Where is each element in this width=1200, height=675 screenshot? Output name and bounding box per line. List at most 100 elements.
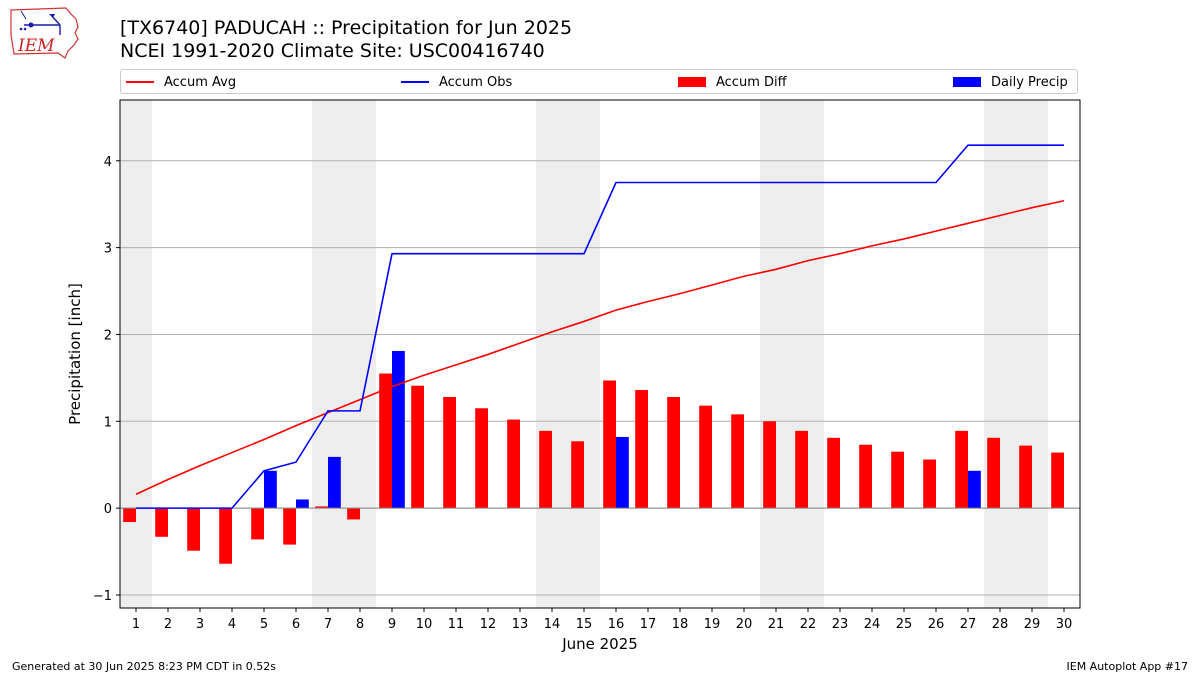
footer-app-text: IEM Autoplot App #17 <box>1066 660 1189 673</box>
x-tick-label: 17 <box>640 617 657 632</box>
x-tick-label: 18 <box>672 617 689 632</box>
x-tick-label: 13 <box>512 617 529 632</box>
x-tick-label: 14 <box>544 617 561 632</box>
x-tick-label: 6 <box>292 617 300 632</box>
x-tick-label: 26 <box>928 617 945 632</box>
y-tick-label: 3 <box>104 242 112 257</box>
legend-label: Accum Diff <box>716 74 787 90</box>
daily-precip-bar <box>328 456 341 509</box>
iem-logo: IEM <box>10 7 79 59</box>
accum-diff-bar <box>1051 452 1064 509</box>
x-tick-label: 21 <box>768 617 785 632</box>
x-tick-label: 2 <box>164 617 172 632</box>
legend-item-daily-precip: Daily Precip <box>953 73 1068 91</box>
daily-precip-bar <box>296 499 309 509</box>
legend-swatch <box>401 81 429 83</box>
legend-label: Accum Obs <box>439 74 513 90</box>
y-tick-label: −1 <box>93 589 112 604</box>
iowa-state-outline <box>10 7 79 59</box>
accum-diff-bar <box>411 385 424 509</box>
accum-diff-bar <box>315 506 328 509</box>
chart-subtitle: NCEI 1991-2020 Climate Site: USC00416740 <box>120 40 545 62</box>
weekend-shade <box>120 100 152 608</box>
accum-diff-bar <box>699 405 712 509</box>
x-tick-label: 27 <box>960 617 977 632</box>
accum-diff-bar <box>1019 445 1032 509</box>
x-tick-label: 5 <box>260 617 268 632</box>
accum-diff-bar <box>987 437 1000 509</box>
weekend-shade <box>536 100 600 608</box>
x-tick-label: 24 <box>864 617 881 632</box>
x-tick-label: 30 <box>1056 617 1073 632</box>
chart-title: [TX6740] PADUCAH :: Precipitation for Ju… <box>120 17 573 39</box>
bars <box>123 350 1064 564</box>
daily-precip-bar <box>968 470 981 509</box>
legend-item-accum-obs: Accum Obs <box>401 73 512 91</box>
accum-diff-bar <box>347 508 360 520</box>
accum-diff-bar <box>763 421 776 509</box>
accum-avg-line <box>135 199 1065 495</box>
legend-label: Daily Precip <box>991 74 1068 90</box>
weekend-shade <box>312 100 376 608</box>
weekend-shade <box>984 100 1048 608</box>
logo-text: IEM <box>17 36 55 56</box>
x-tick-label: 3 <box>196 617 204 632</box>
accum-diff-bar <box>155 508 168 537</box>
y-tick-label: 4 <box>104 155 112 170</box>
accum-diff-bar <box>667 396 680 509</box>
x-tick-label: 19 <box>704 617 721 632</box>
accum-diff-bar <box>827 437 840 509</box>
weekend-shade <box>760 100 824 608</box>
daily-precip-bar <box>392 350 405 509</box>
x-tick-label: 29 <box>1024 617 1041 632</box>
lines <box>120 144 1080 509</box>
x-tick-label: 8 <box>356 617 364 632</box>
y-tick-label: 1 <box>104 415 112 430</box>
x-tick-label: 16 <box>608 617 625 632</box>
y-tick-label: 0 <box>104 502 112 517</box>
legend-swatch <box>678 77 706 87</box>
y-axis-ticks: −1 0 1 2 3 4 <box>93 155 120 604</box>
accum-diff-bar <box>859 444 872 509</box>
y-axis-label: Precipitation [inch] <box>66 283 84 425</box>
x-tick-label: 10 <box>416 617 433 632</box>
accum-diff-bar <box>251 508 264 540</box>
x-tick-label: 11 <box>448 617 465 632</box>
accum-diff-bar <box>123 508 136 523</box>
y-tick-label: 2 <box>104 328 112 343</box>
accum-diff-bar <box>571 441 584 509</box>
accum-diff-bar <box>475 408 488 509</box>
x-axis-label: June 2025 <box>561 635 638 653</box>
x-tick-label: 20 <box>736 617 753 632</box>
accum-diff-bar <box>219 508 232 564</box>
accum-diff-bar <box>891 451 904 509</box>
x-tick-label: 25 <box>896 617 913 632</box>
x-tick-label: 9 <box>388 617 396 632</box>
accum-diff-bar <box>635 390 648 509</box>
accum-obs-line <box>136 144 1064 509</box>
accum-diff-bar <box>923 459 936 509</box>
legend-swatch <box>953 77 981 87</box>
legend-item-accum-avg: Accum Avg <box>126 73 236 91</box>
legend-swatch <box>126 81 154 83</box>
legend-item-accum-diff: Accum Diff <box>678 73 787 91</box>
accum-diff-bar <box>955 430 968 509</box>
x-axis-ticks: 1 2 3 4 5 6 7 8 9 10 11 12 13 14 15 16 17 18 19 20 21 22 23 24 2… <box>132 608 1072 632</box>
x-tick-label: 23 <box>832 617 849 632</box>
accum-diff-bar <box>283 508 296 545</box>
accum-diff-bar <box>539 430 552 509</box>
footer-generated-text: Generated at 30 Jun 2025 8:23 PM CDT in … <box>12 660 277 673</box>
accum-diff-bar <box>795 430 808 509</box>
accum-diff-bar <box>731 414 744 509</box>
x-tick-label: 4 <box>228 617 236 632</box>
accum-diff-bar <box>379 373 392 509</box>
accum-diff-bar <box>187 508 200 551</box>
x-tick-label: 7 <box>324 617 332 632</box>
x-tick-label: 1 <box>132 617 140 632</box>
x-tick-label: 12 <box>480 617 497 632</box>
accum-diff-bar <box>507 419 520 509</box>
weather-station-icon <box>19 10 61 35</box>
x-tick-label: 22 <box>800 617 817 632</box>
accum-diff-bar <box>443 396 456 509</box>
